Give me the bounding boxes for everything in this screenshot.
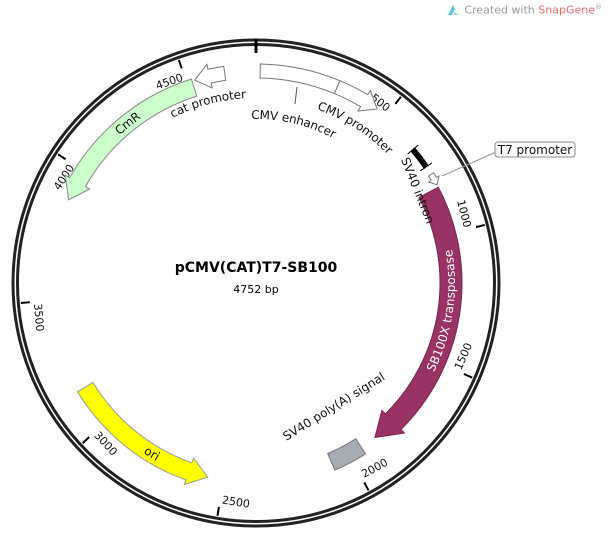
leader-line [294,86,298,105]
leader-line [441,151,497,177]
tick-mark [363,482,370,491]
feature-cmv-enhancer[interactable] [259,63,341,95]
tick-mark [177,59,183,69]
tick-mark [216,506,220,516]
tick-label: 2000 [359,456,390,481]
intron-cap [407,144,419,155]
feature-label: SV40 poly(A) signal [280,370,387,444]
tick-mark [463,373,473,379]
feature-cmr[interactable] [64,78,198,201]
plasmid-name: pCMV(CAT)T7-SB100 [175,260,338,276]
t7-promoter-callout [494,141,576,158]
tick-mark [20,301,30,304]
feature-cmv-promoter[interactable] [333,80,378,112]
snapgene-credit: Created with SnapGene® [447,3,602,17]
tick-mark [394,96,402,105]
tick-label: 1500 [452,341,475,372]
feature-sb100x-transposase[interactable] [374,186,463,439]
feature-t7-promoter[interactable] [427,172,440,186]
tick-label: 2500 [221,493,251,510]
tick-mark [81,436,90,444]
tick-label: 1000 [454,199,473,229]
feature-cat-promoter[interactable] [193,63,227,89]
intron-cap [420,162,433,172]
tick-label: 3500 [31,303,46,332]
feature-label: ori [142,443,163,463]
tick-mark [475,223,485,229]
credit-prefix: Created with [464,3,539,17]
feature-sv40-poly-a-signal[interactable] [327,438,367,471]
credit-mark: ® [595,3,602,11]
plasmid-length: 4752 bp [233,283,278,296]
feature-ori[interactable] [76,381,209,486]
tick-mark [57,153,67,161]
snapgene-logo-icon [448,4,459,15]
feature-label: T7 promoter [497,143,573,157]
credit-brand: SnapGene [538,3,595,17]
